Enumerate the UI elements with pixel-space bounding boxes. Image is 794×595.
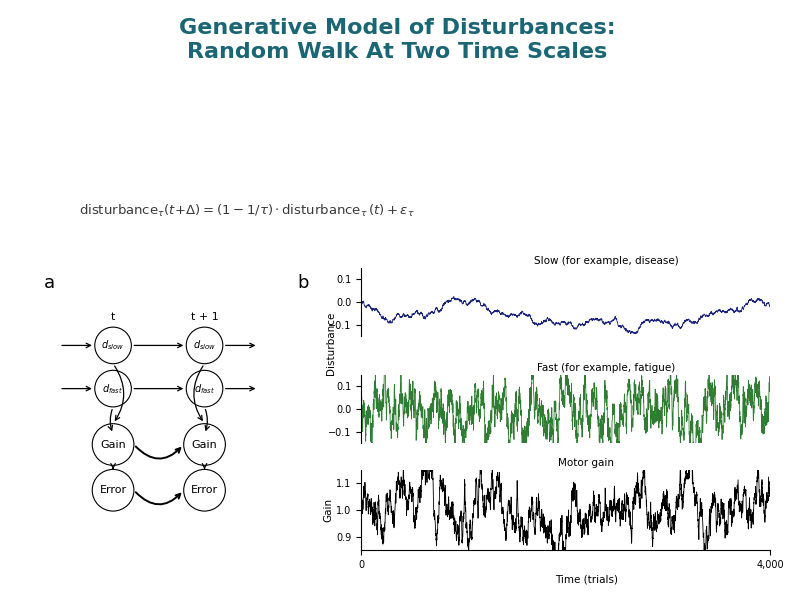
Text: t + 1: t + 1 (191, 312, 218, 322)
Text: $d_{fast}$: $d_{fast}$ (194, 382, 215, 396)
Text: b: b (298, 274, 309, 292)
Text: Disturbance: Disturbance (326, 312, 336, 375)
Text: Gain: Gain (191, 440, 218, 449)
Text: Generative Model of Disturbances:
Random Walk At Two Time Scales: Generative Model of Disturbances: Random… (179, 18, 615, 62)
Text: a: a (44, 274, 55, 292)
Text: $\mathrm{disturbance}_{\tau}(t\!+\!\Delta)= (1 - 1/\tau) \cdot \mathrm{disturban: $\mathrm{disturbance}_{\tau}(t\!+\!\Delt… (79, 203, 415, 220)
Circle shape (183, 424, 225, 465)
Circle shape (187, 370, 223, 407)
Circle shape (187, 327, 223, 364)
Circle shape (183, 469, 225, 511)
Text: t: t (111, 312, 115, 322)
Text: Gain: Gain (100, 440, 126, 449)
Text: Error: Error (191, 486, 218, 495)
Circle shape (92, 424, 134, 465)
Text: Time (trials): Time (trials) (555, 574, 618, 584)
Text: $d_{slow}$: $d_{slow}$ (102, 339, 125, 352)
Circle shape (94, 370, 131, 407)
Text: $d_{slow}$: $d_{slow}$ (193, 339, 216, 352)
Circle shape (94, 327, 131, 364)
Text: $d_{fast}$: $d_{fast}$ (102, 382, 124, 396)
Y-axis label: Gain: Gain (323, 498, 333, 522)
Text: Error: Error (99, 486, 126, 495)
Title: Motor gain: Motor gain (558, 458, 615, 468)
Title: Fast (for example, fatigue): Fast (for example, fatigue) (538, 363, 676, 372)
Circle shape (92, 469, 134, 511)
Title: Slow (for example, disease): Slow (for example, disease) (534, 256, 679, 265)
